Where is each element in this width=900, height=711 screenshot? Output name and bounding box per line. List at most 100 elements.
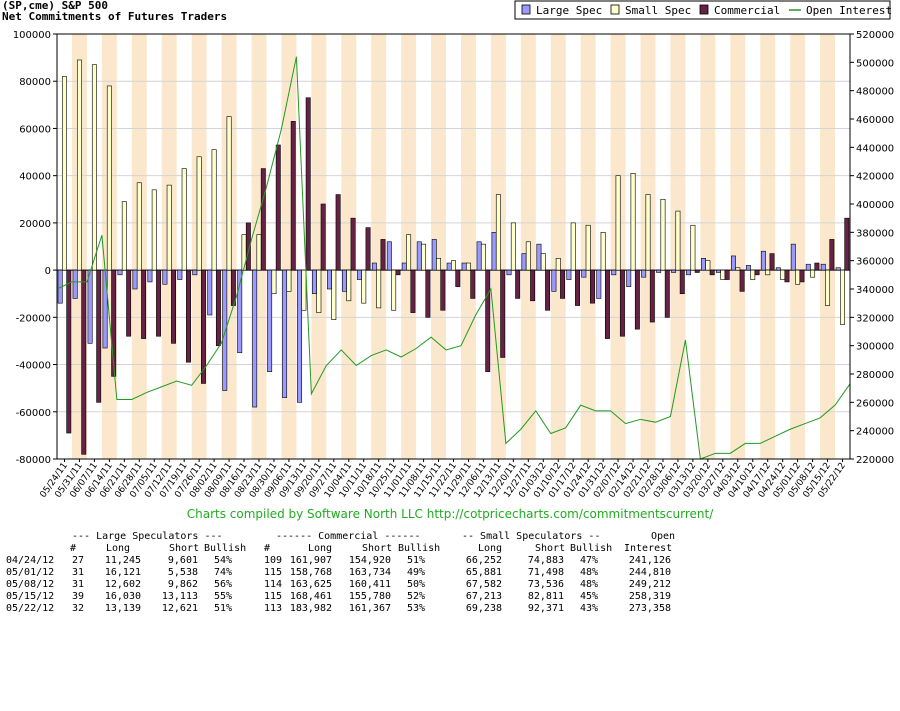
commercial-bar	[575, 269, 580, 306]
large-spec-bar	[117, 269, 123, 276]
right-tick-label: 280000	[856, 370, 894, 381]
small-spec-bar	[211, 149, 217, 271]
commercial-bar	[380, 239, 386, 271]
col-header-large-short: Short	[169, 543, 200, 554]
right-tick-label: 320000	[856, 313, 894, 324]
large-spec-bar	[147, 269, 153, 283]
week-band	[820, 34, 836, 459]
legend-label-open-interest: Open Interest	[806, 4, 892, 17]
right-tick-label: 360000	[856, 257, 894, 268]
small-spec-bar	[271, 269, 277, 295]
large-spec-bar	[506, 269, 512, 276]
plot-background	[57, 34, 850, 459]
section-header-commercial: ------ Commercial ------	[276, 531, 421, 542]
small-spec-bar	[331, 269, 337, 320]
col-header-open-interest: Interest	[624, 543, 673, 554]
cell-large-count: 31	[71, 567, 84, 578]
cell-large-count: 39	[71, 591, 84, 602]
commercial-bar	[530, 269, 536, 302]
commercial-bar	[186, 269, 191, 363]
commercial-bar	[126, 269, 132, 337]
cell-large-short: 12,621	[161, 603, 198, 614]
small-spec-bar	[166, 184, 172, 271]
right-axis: 520000 500000 480000 460000 440000 420000 4000…	[850, 30, 894, 466]
small-spec-bar	[346, 269, 352, 302]
small-spec-bar	[301, 269, 307, 311]
small-spec-bar	[840, 269, 845, 325]
commercial-bar	[425, 269, 431, 318]
cell-open-interest: 258,319	[628, 591, 671, 602]
large-spec-bar	[282, 269, 288, 398]
small-spec-bar	[555, 258, 561, 271]
small-spec-bar	[286, 269, 292, 292]
chart-credit: Charts compiled by Software North LLC ht…	[187, 507, 714, 521]
large-spec-bar	[656, 269, 662, 273]
legend: Large Spec Small Spec Commercial Open In…	[514, 0, 892, 20]
right-tick-label: 440000	[856, 143, 894, 154]
week-band	[700, 34, 716, 459]
large-spec-bar	[716, 269, 721, 273]
week-band	[790, 34, 806, 459]
left-tick-label: 0	[45, 266, 51, 277]
small-spec-bar	[316, 269, 322, 313]
open-interest-line	[56, 56, 851, 460]
large-spec-bar	[701, 258, 707, 271]
large-spec-bar	[207, 269, 213, 316]
col-header-large-long: Long	[106, 543, 131, 554]
small-spec-bar	[436, 258, 442, 271]
week-band	[550, 34, 566, 459]
cell-small-short: 73,536	[527, 579, 564, 590]
large-spec-bar	[327, 269, 332, 290]
commercial-bar	[515, 269, 521, 299]
small-spec-bar	[585, 224, 591, 271]
commercial-bar	[365, 227, 371, 271]
small-spec-bar	[645, 194, 651, 271]
commercial-bar	[156, 269, 162, 337]
small-spec-bar	[361, 269, 367, 304]
week-band	[760, 34, 776, 459]
cell-small-short: 74,883	[527, 555, 564, 566]
cell-commercial-count: 115	[263, 567, 282, 578]
large-spec-bar	[581, 269, 587, 278]
commercial-bar	[844, 217, 850, 271]
small-spec-bar	[615, 175, 621, 271]
table-row: 05/01/12 31 16,121 5,538 74% 115 158,768 163,73…	[6, 567, 896, 579]
large-spec-bar	[745, 265, 751, 271]
cell-large-bullish: 56%	[213, 579, 232, 590]
cell-date: 05/01/12	[6, 567, 55, 578]
commercial-bar	[66, 269, 72, 434]
small-spec-bar	[62, 76, 67, 271]
cell-commercial-long: 183,982	[289, 603, 332, 614]
cell-open-interest: 244,810	[628, 567, 671, 578]
cell-large-count: 31	[71, 579, 84, 590]
cell-large-long: 11,245	[104, 555, 141, 566]
x-axis: 05/24/1105/31/1106/07/1106/14/1106/21/11…	[39, 459, 848, 500]
right-tick-label: 220000	[856, 455, 894, 466]
small-spec-bar	[780, 269, 786, 280]
week-band	[371, 34, 387, 459]
col-header-commercial-count: #	[264, 543, 271, 554]
small-spec-bar	[810, 269, 816, 278]
small-spec-bar	[705, 260, 711, 271]
cell-small-long: 67,582	[465, 579, 502, 590]
cell-commercial-long: 168,461	[289, 591, 332, 602]
left-tick-label: -80000	[16, 455, 51, 466]
large-spec-bar	[491, 232, 497, 271]
small-spec-bar	[600, 232, 606, 271]
large-spec-bar	[177, 269, 183, 280]
small-spec-bar	[735, 267, 741, 271]
table-row: 05/08/12 31 12,602 9,862 56% 114 163,625 160,41…	[6, 579, 896, 591]
cot-summary-table: --- Large Speculators --- ------ Commerc…	[6, 531, 896, 615]
cell-small-short: 82,811	[527, 591, 564, 602]
cell-small-long: 66,252	[465, 555, 502, 566]
week-band	[730, 34, 746, 459]
small-spec-bar	[525, 241, 531, 271]
cell-commercial-count: 115	[263, 591, 282, 602]
table-row: 05/15/12 39 16,030 13,113 55% 115 168,461 155,7…	[6, 591, 896, 603]
commercial-bar	[395, 269, 401, 276]
right-tick-label: 460000	[856, 115, 894, 126]
commercial-bar	[410, 269, 416, 313]
commercial-bar	[470, 269, 476, 299]
small-spec-bar	[376, 269, 382, 309]
table-section-header-row: --- Large Speculators --- ------ Commerc…	[6, 531, 896, 543]
